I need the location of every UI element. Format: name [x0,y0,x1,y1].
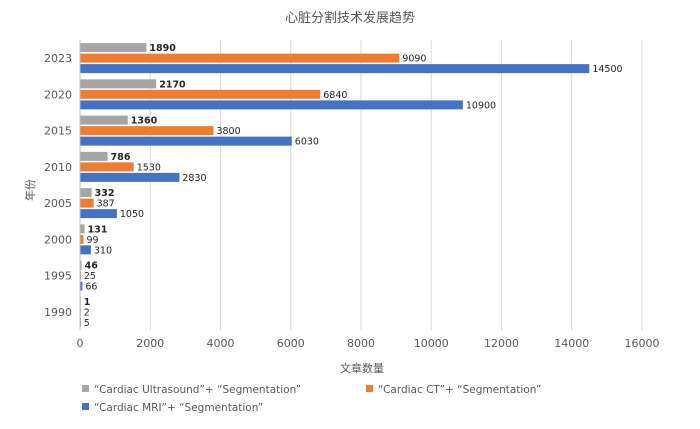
bar [80,234,84,244]
data-label: 1890 [149,43,176,54]
data-label: 5 [84,318,90,329]
data-label: 2830 [182,173,206,184]
bar [80,89,321,99]
data-label: 1 [84,297,91,308]
data-label: 332 [95,188,115,199]
bar [80,136,292,146]
x-tick-label: 14000 [554,337,589,350]
x-axis-title: 文章数量 [340,361,384,375]
legend-swatch [366,385,373,392]
x-tick-label: 16000 [625,337,660,350]
gridlines [149,40,643,330]
data-label: 387 [97,199,115,210]
chart-title: 心脏分割技术发展趋势 [285,10,415,26]
bar [80,172,180,182]
legend-swatch [82,403,89,410]
bar [80,188,92,198]
data-label: 6030 [295,137,319,148]
y-tick-label: 1995 [44,270,72,283]
x-tick-label: 12000 [484,337,519,350]
x-tick-label: 10000 [414,337,449,350]
bar [80,151,108,161]
y-tick-label: 2005 [44,197,72,210]
x-tick-label: 4000 [207,337,235,350]
data-label: 786 [111,152,131,163]
bar [80,260,82,270]
bar [80,115,128,125]
legend-label: “Cardiac Ultrasound”+ “Segmentation” [94,384,301,396]
bar [80,245,91,255]
bar [80,281,83,291]
legend-swatch [82,385,89,392]
data-label: 46 [85,261,99,272]
y-tick-label: 2023 [44,52,72,65]
bar [80,126,214,136]
bar [80,162,134,172]
y-tick-label: 2015 [44,125,72,138]
data-label: 2170 [159,79,186,90]
bar [80,53,400,63]
legend-label: “Cardiac CT”+ “Segmentation” [378,384,541,396]
x-tick-label: 8000 [347,337,375,350]
x-tick-label: 0 [77,337,84,350]
data-label: 6840 [323,90,347,101]
y-tick-label: 2010 [44,161,72,174]
y-tick-label: 2020 [44,88,72,101]
bar [80,224,85,234]
data-label: 99 [86,235,98,246]
bar [80,79,157,89]
bars [80,43,590,327]
legend: “Cardiac Ultrasound”+ “Segmentation” “Car… [82,384,541,414]
legend-label: “Cardiac MRI”+ “Segmentation” [94,402,263,414]
data-label: 9090 [402,54,426,65]
bar [80,43,147,53]
data-label: 310 [94,245,112,256]
y-tick-label: 1990 [44,306,72,319]
bar [80,198,94,208]
data-label: 1530 [137,162,161,173]
x-tick-label: 2000 [136,337,164,350]
axes: 0 2000 4000 6000 8000 10000 12000 14000 16000202… [44,40,660,350]
data-label: 1360 [131,116,158,127]
data-label: 3800 [216,126,240,137]
data-label: 66 [85,282,97,293]
bar [80,209,117,219]
data-label: 2 [84,307,90,318]
bar [80,100,463,110]
data-label: 14500 [592,64,622,75]
data-label: 131 [88,224,108,235]
bar [80,64,590,74]
x-tick-label: 6000 [277,337,305,350]
data-label: 25 [84,271,96,282]
data-label: 1050 [120,209,144,220]
data-labels: 1890 9090 14500 2170 6840 10900 1360 3800 6030 78… [84,43,623,329]
y-axis-title: 年份 [23,179,37,201]
y-tick-label: 2000 [44,233,72,246]
data-label: 10900 [466,100,496,111]
